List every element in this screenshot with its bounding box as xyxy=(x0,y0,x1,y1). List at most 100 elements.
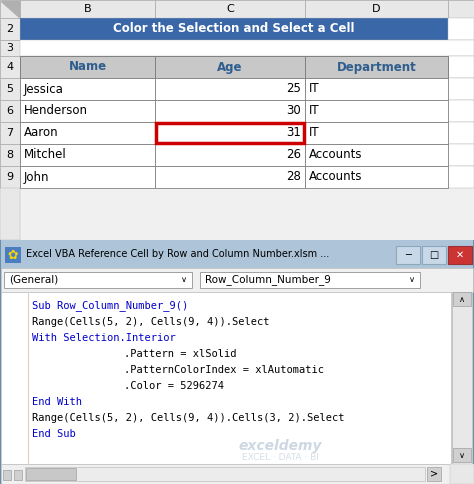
Bar xyxy=(448,56,474,78)
Bar xyxy=(305,0,448,18)
Text: >: > xyxy=(430,469,438,479)
Text: John: John xyxy=(24,170,49,183)
Bar xyxy=(156,123,304,143)
Text: IT: IT xyxy=(309,126,319,139)
Text: Age: Age xyxy=(217,60,243,74)
Text: D: D xyxy=(372,4,381,14)
Text: exceldemy: exceldemy xyxy=(238,439,322,453)
Bar xyxy=(20,40,474,56)
Bar xyxy=(20,78,155,100)
Text: C: C xyxy=(226,4,234,14)
Text: ∧: ∧ xyxy=(459,294,465,303)
Bar xyxy=(0,122,20,144)
Text: ∨: ∨ xyxy=(459,451,465,459)
Bar xyxy=(155,144,305,166)
Bar xyxy=(305,56,448,78)
Bar xyxy=(305,166,448,188)
Bar xyxy=(452,292,472,464)
Bar xyxy=(0,188,474,240)
Bar xyxy=(20,122,155,144)
Text: Excel VBA Reference Cell by Row and Column Number.xlsm ...: Excel VBA Reference Cell by Row and Colu… xyxy=(26,249,329,259)
Text: Range(Cells(5, 2), Cells(9, 4)).Select: Range(Cells(5, 2), Cells(9, 4)).Select xyxy=(32,317,270,327)
Text: ✿: ✿ xyxy=(8,248,18,261)
Bar xyxy=(20,100,155,122)
Text: Jessica: Jessica xyxy=(24,82,64,95)
Bar xyxy=(20,166,155,188)
Text: .Color = 5296274: .Color = 5296274 xyxy=(73,381,224,391)
Bar xyxy=(305,100,448,122)
Bar xyxy=(1,268,473,292)
Bar xyxy=(448,0,474,18)
Text: Sub Row_Column_Number_9(): Sub Row_Column_Number_9() xyxy=(32,301,188,311)
Bar xyxy=(0,144,20,166)
Bar xyxy=(448,122,474,144)
Text: Color the Selection and Select a Cell: Color the Selection and Select a Cell xyxy=(113,22,355,35)
Bar xyxy=(1,292,451,464)
Text: 3: 3 xyxy=(7,43,13,53)
Bar xyxy=(396,246,420,264)
Text: ∨: ∨ xyxy=(409,275,415,285)
Text: EXCEL · DATA · BI: EXCEL · DATA · BI xyxy=(242,453,319,462)
Bar xyxy=(155,122,305,144)
Text: 2: 2 xyxy=(7,24,14,34)
Bar xyxy=(26,468,76,480)
Bar xyxy=(427,467,441,481)
Bar xyxy=(1,240,473,268)
Text: 26: 26 xyxy=(286,149,301,162)
Bar xyxy=(448,78,474,100)
Bar xyxy=(0,166,20,188)
Bar xyxy=(0,100,20,122)
Text: Row_Column_Number_9: Row_Column_Number_9 xyxy=(205,274,331,286)
Text: 4: 4 xyxy=(7,62,14,72)
Bar xyxy=(200,272,420,288)
Bar xyxy=(305,122,448,144)
Bar xyxy=(0,188,20,240)
Text: ─: ─ xyxy=(405,250,411,260)
Bar xyxy=(155,78,305,100)
Bar xyxy=(14,470,22,480)
Bar xyxy=(155,0,305,18)
Text: IT: IT xyxy=(309,105,319,118)
Text: Aaron: Aaron xyxy=(24,126,59,139)
Text: B: B xyxy=(84,4,91,14)
Text: 6: 6 xyxy=(7,106,13,116)
Bar xyxy=(155,100,305,122)
Bar xyxy=(25,467,425,481)
Text: Mitchel: Mitchel xyxy=(24,149,67,162)
Text: End Sub: End Sub xyxy=(32,429,76,439)
Bar xyxy=(1,464,473,484)
Bar xyxy=(0,56,20,78)
Bar xyxy=(20,0,155,18)
Bar xyxy=(422,246,446,264)
Text: ✕: ✕ xyxy=(456,250,464,260)
Bar xyxy=(0,0,20,18)
Text: Range(Cells(5, 2), Cells(9, 4)).Cells(3, 2).Select: Range(Cells(5, 2), Cells(9, 4)).Cells(3,… xyxy=(32,413,345,423)
Bar xyxy=(448,18,474,40)
Text: 5: 5 xyxy=(7,84,13,94)
Bar xyxy=(305,78,448,100)
Text: Name: Name xyxy=(68,60,107,74)
Bar xyxy=(155,56,305,78)
Text: Accounts: Accounts xyxy=(309,170,363,183)
Text: 8: 8 xyxy=(7,150,14,160)
Text: □: □ xyxy=(429,250,438,260)
Bar xyxy=(20,56,155,78)
Text: .Pattern = xlSolid: .Pattern = xlSolid xyxy=(73,349,236,359)
Text: 7: 7 xyxy=(7,128,14,138)
Text: 9: 9 xyxy=(7,172,14,182)
Text: End With: End With xyxy=(32,397,82,407)
Text: IT: IT xyxy=(309,82,319,95)
Text: .PatternColorIndex = xlAutomatic: .PatternColorIndex = xlAutomatic xyxy=(73,365,324,375)
Text: 25: 25 xyxy=(286,82,301,95)
Text: ∨: ∨ xyxy=(181,275,187,285)
Text: Henderson: Henderson xyxy=(24,105,88,118)
Bar xyxy=(20,18,448,40)
Text: Department: Department xyxy=(337,60,416,74)
Polygon shape xyxy=(1,1,19,17)
Bar xyxy=(448,144,474,166)
Bar xyxy=(20,144,155,166)
Text: (General): (General) xyxy=(9,275,58,285)
Bar xyxy=(453,292,471,306)
Bar xyxy=(3,470,11,480)
Text: With Selection.Interior: With Selection.Interior xyxy=(32,333,176,343)
